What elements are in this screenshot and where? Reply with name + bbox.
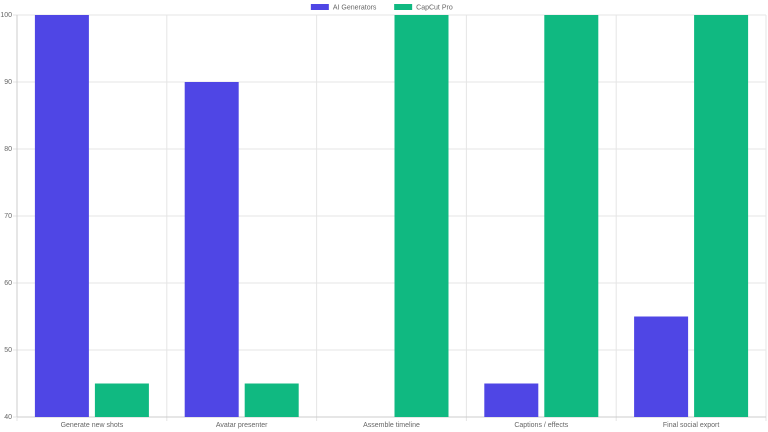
legend-label: AI Generators: [333, 4, 377, 11]
y-tick-label: 60: [4, 280, 12, 287]
legend-swatch: [310, 4, 329, 10]
y-tick-label: 40: [4, 414, 12, 421]
x-tick-label: Final social export: [663, 422, 719, 429]
bar: [94, 383, 149, 417]
legend-label: CapCut Pro: [416, 4, 453, 11]
bar: [34, 15, 89, 417]
y-tick-label: 70: [4, 213, 12, 220]
bar: [544, 15, 599, 417]
y-tick-label: 90: [4, 79, 12, 86]
bar: [244, 383, 299, 417]
x-tick-label: Captions / effects: [514, 422, 568, 429]
bar: [694, 15, 749, 417]
bar: [394, 15, 449, 417]
bar: [634, 316, 689, 417]
x-tick-label: Generate new shots: [61, 422, 124, 429]
legend-swatch: [394, 4, 413, 10]
y-tick-label: 50: [4, 347, 12, 354]
y-tick-label: 100: [0, 12, 12, 19]
bar: [484, 383, 539, 417]
x-tick-label: Avatar presenter: [216, 422, 268, 429]
bar: [184, 82, 239, 417]
y-tick-label: 80: [4, 146, 12, 153]
x-tick-label: Assemble timeline: [363, 422, 420, 429]
